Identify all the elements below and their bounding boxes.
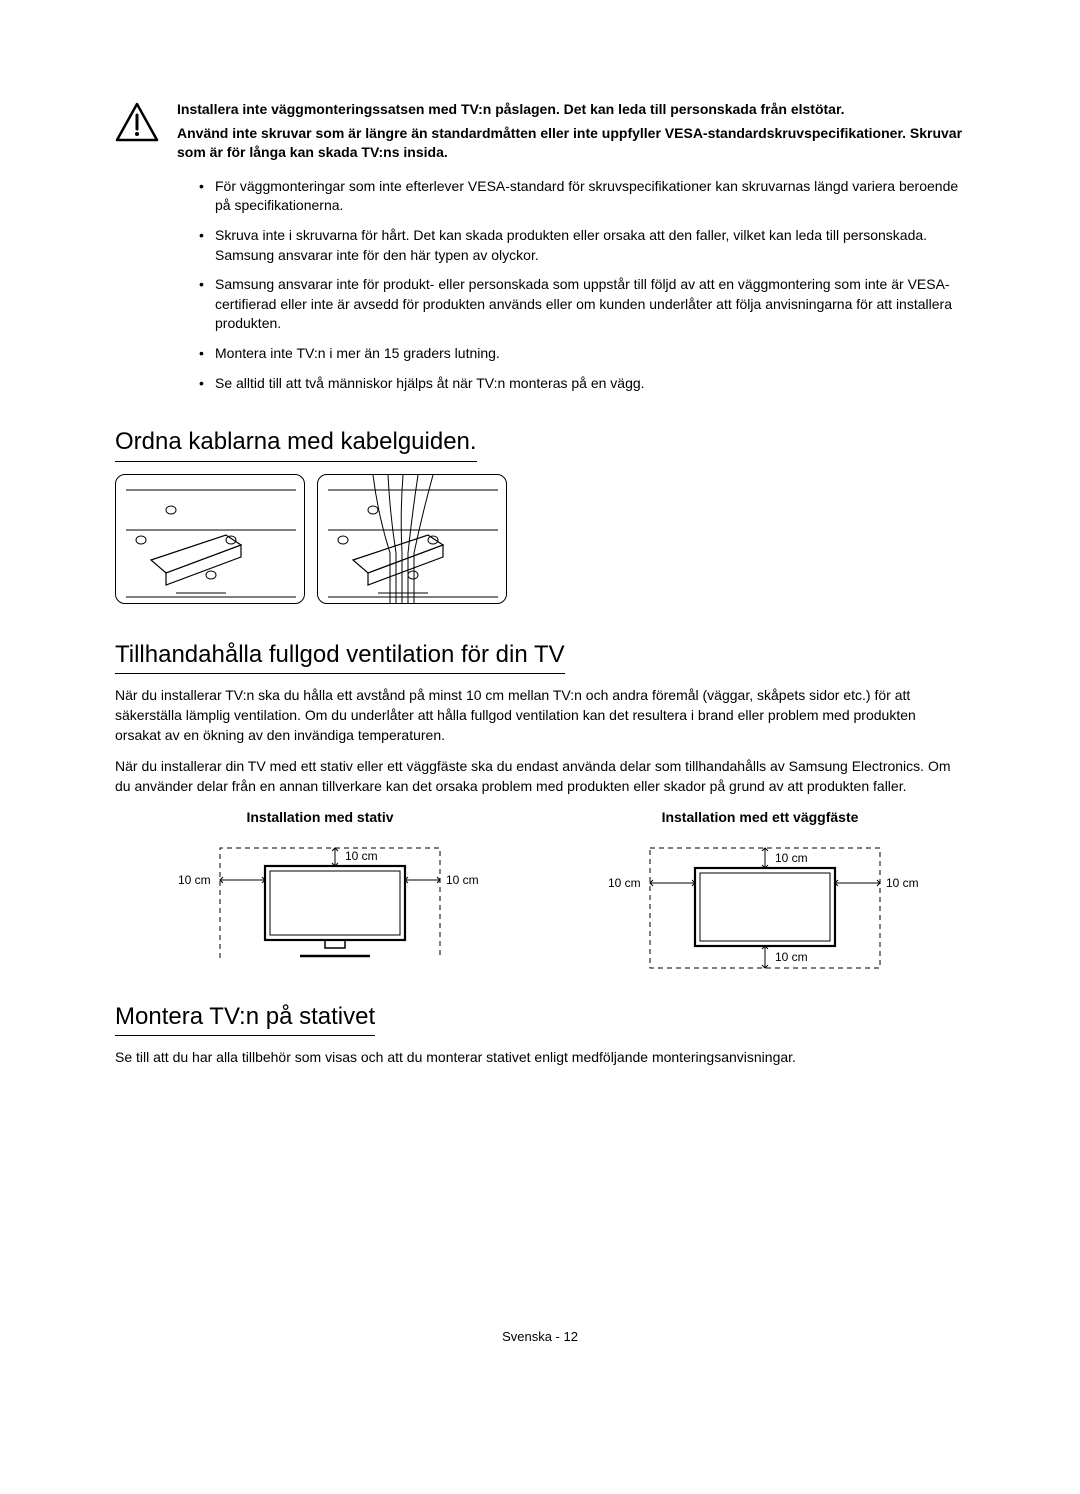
bullet-item: Se alltid till att två människor hjälps … (199, 374, 965, 394)
heading-cables: Ordna kablarna med kabelguiden. (115, 425, 477, 462)
ventilation-stand-col: Installation med stativ (150, 808, 490, 978)
bullet-item: För väggmonteringar som inte efterlever … (199, 177, 965, 216)
ventilation-p1: När du installerar TV:n ska du hålla ett… (115, 686, 965, 745)
heading-stand: Montera TV:n på stativet (115, 1000, 375, 1037)
ventilation-wall-col: Installation med ett väggfäste (590, 808, 930, 978)
bullet-item: Skruva inte i skruvarna för hårt. Det ka… (199, 226, 965, 265)
ventilation-stand-title: Installation med stativ (150, 808, 490, 828)
ventilation-figures: Installation med stativ (115, 808, 965, 978)
ventilation-wall-title: Installation med ett väggfäste (590, 808, 930, 828)
ventilation-wall-figure: 10 cm 10 cm 10 cm 10 cm (590, 838, 930, 978)
warning-bullets: För väggmonteringar som inte efterlever … (115, 177, 965, 393)
caution-icon (115, 102, 159, 142)
cable-figures (115, 474, 965, 604)
warning-line-2: Använd inte skruvar som är längre än sta… (177, 124, 965, 163)
dist-label: 10 cm (178, 873, 211, 887)
ventilation-p2: När du installerar din TV med ett stativ… (115, 757, 965, 796)
dist-label: 10 cm (345, 849, 378, 863)
cable-figure-2 (317, 474, 507, 604)
warning-block: Installera inte väggmonteringssatsen med… (115, 100, 965, 167)
dist-label: 10 cm (775, 851, 808, 865)
bullet-item: Samsung ansvarar inte för produkt- eller… (199, 275, 965, 334)
dist-label: 10 cm (886, 876, 919, 890)
cable-figure-1 (115, 474, 305, 604)
ventilation-stand-figure: 10 cm 10 cm 10 cm (150, 838, 490, 978)
warning-line-1: Installera inte väggmonteringssatsen med… (177, 100, 965, 120)
dist-label: 10 cm (446, 873, 479, 887)
bullet-item: Montera inte TV:n i mer än 15 graders lu… (199, 344, 965, 364)
dist-label: 10 cm (608, 876, 641, 890)
warning-text: Installera inte väggmonteringssatsen med… (177, 100, 965, 167)
stand-p1: Se till att du har alla tillbehör som vi… (115, 1048, 965, 1068)
page-footer: Svenska - 12 (115, 1328, 965, 1346)
dist-label: 10 cm (775, 950, 808, 964)
heading-ventilation: Tillhandahålla fullgod ventilation för d… (115, 638, 565, 675)
